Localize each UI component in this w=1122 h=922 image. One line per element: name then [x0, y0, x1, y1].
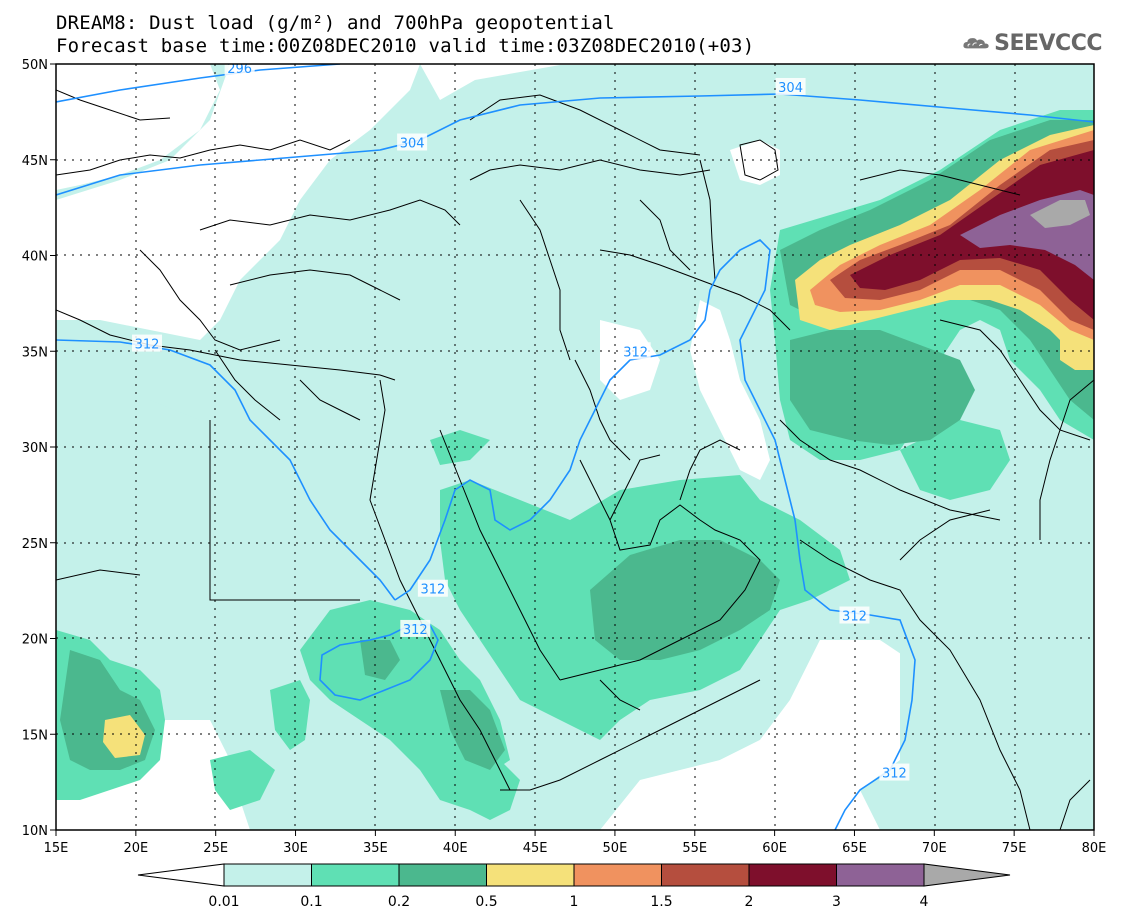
colorbar-segment — [398, 863, 487, 887]
contour-label-bg — [775, 77, 806, 95]
lat-label: 40N — [22, 250, 48, 265]
colorbar-arrow-high — [923, 863, 1011, 887]
lat-label: 25N — [22, 537, 48, 552]
lat-label: 20N — [22, 633, 48, 648]
lon-label: 35E — [363, 841, 388, 856]
lat-label: 15N — [22, 728, 48, 743]
contour-label-bg — [620, 342, 651, 360]
colorbar-segment — [661, 863, 750, 887]
lat-label: 50N — [22, 58, 48, 73]
cloud-icon — [963, 38, 989, 49]
contour-label-bg — [839, 606, 870, 624]
lon-label: 65E — [842, 841, 867, 856]
colorbar-segment — [486, 863, 575, 887]
contour-label: 312 — [420, 583, 445, 598]
lon-label: 25E — [203, 841, 228, 856]
contour-label-bg — [132, 334, 163, 352]
graticule — [56, 64, 1094, 830]
lat-label: 35N — [22, 345, 48, 360]
contour-label: 312 — [842, 610, 867, 625]
contour-label: 312 — [882, 767, 907, 782]
contour-312-west — [56, 339, 396, 601]
colorbar-segment — [836, 863, 925, 887]
lat-label: 10N — [22, 824, 48, 839]
dust-level-4 — [1030, 200, 1090, 228]
colorbar-label: 0.2 — [388, 894, 410, 910]
lon-label: 70E — [922, 841, 947, 856]
lon-label: 75E — [1002, 841, 1027, 856]
contour-296 — [56, 64, 341, 103]
colorbar-arrow-low — [137, 863, 225, 887]
contour-label-bg — [224, 64, 255, 76]
contour-label-bg — [879, 763, 910, 781]
contour-label: 296 — [227, 62, 252, 77]
contour-label-bg — [417, 579, 448, 597]
contour-label: 312 — [403, 623, 428, 638]
lon-label: 30E — [283, 841, 308, 856]
colorbar-segment — [223, 863, 312, 887]
lon-label: 15E — [44, 841, 69, 856]
contour-304-east — [779, 93, 1094, 123]
contour-label-bg — [397, 133, 428, 151]
seevccc-logo: SEEVCCC — [962, 25, 1102, 61]
contour-label: 304 — [400, 137, 425, 152]
colorbar-label: 2 — [745, 894, 754, 910]
lon-label: 80E — [1082, 841, 1107, 856]
lon-label: 40E — [443, 841, 468, 856]
latitude-labels: 50N 45N 40N 35N 30N 25N 20N 15N 10N — [22, 58, 56, 839]
contour-labels: 296 304 304 312 312 312 312 312 312 — [132, 62, 910, 782]
lat-label: 45N — [22, 154, 48, 169]
logo-text: SEEVCCC — [994, 30, 1102, 56]
colorbar-label: 1.5 — [650, 894, 672, 910]
lon-label: 50E — [603, 841, 628, 856]
colorbar-label: 4 — [920, 894, 929, 910]
colorbar-label: 0.01 — [208, 894, 239, 910]
longitude-labels: 15E 20E 25E 30E 35E 40E 45E 50E 55E 60E 65E 70E 75E 8… — [44, 830, 1107, 856]
colorbar-segment — [311, 863, 400, 887]
contour-label: 312 — [623, 345, 648, 360]
contour-312-east — [394, 239, 916, 830]
map-subtitle: Forecast base time:00Z08DEC2010 valid ti… — [56, 35, 755, 57]
lat-label: 30N — [22, 441, 48, 456]
map-title: DREAM8: Dust load (g/m²) and 700hPa geop… — [56, 12, 615, 34]
colorbar-label: 3 — [832, 894, 841, 910]
lon-label: 60E — [762, 841, 787, 856]
lon-label: 20E — [123, 841, 148, 856]
contour-label: 312 — [135, 338, 160, 353]
contour-label: 304 — [778, 81, 803, 96]
lon-label: 55E — [682, 841, 707, 856]
colorbar-label: 0.5 — [475, 894, 497, 910]
colorbar: 0.01 0.1 0.2 0.5 1 1.5 2 3 4 — [137, 863, 1011, 910]
colorbar-label: 0.1 — [300, 894, 322, 910]
colorbar-segment — [573, 863, 662, 887]
colorbar-label: 1 — [570, 894, 579, 910]
colorbar-segment — [748, 863, 837, 887]
contour-label-bg — [400, 619, 431, 637]
lon-label: 45E — [523, 841, 548, 856]
